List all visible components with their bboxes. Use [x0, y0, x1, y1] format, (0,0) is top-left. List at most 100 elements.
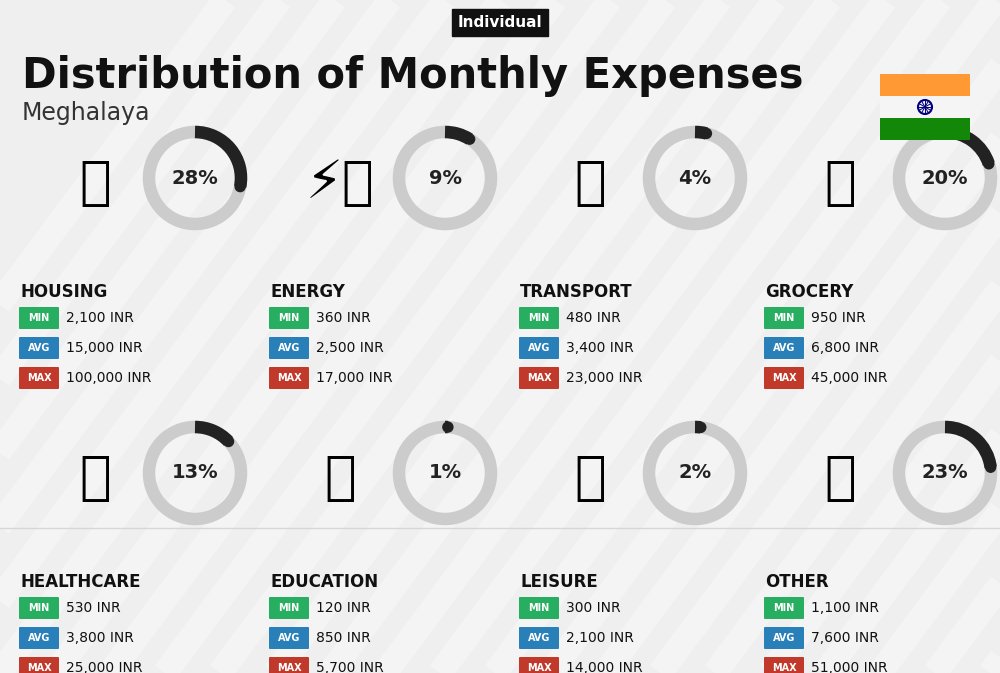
Text: 28%: 28% — [172, 168, 218, 188]
Text: MIN: MIN — [528, 603, 550, 613]
Text: HOUSING: HOUSING — [20, 283, 107, 301]
Text: 3,800 INR: 3,800 INR — [66, 631, 134, 645]
Text: 6,800 INR: 6,800 INR — [811, 341, 879, 355]
Text: MIN: MIN — [528, 313, 550, 323]
Text: 2%: 2% — [678, 464, 712, 483]
FancyBboxPatch shape — [19, 627, 59, 649]
Text: 💰: 💰 — [824, 452, 856, 504]
Text: 17,000 INR: 17,000 INR — [316, 371, 393, 385]
Text: 🛒: 🛒 — [824, 157, 856, 209]
Text: 🚌: 🚌 — [574, 157, 606, 209]
Text: MIN: MIN — [278, 603, 300, 613]
Text: 🛍: 🛍 — [574, 452, 606, 504]
Text: HEALTHCARE: HEALTHCARE — [20, 573, 140, 591]
Text: 1%: 1% — [428, 464, 462, 483]
Text: 4%: 4% — [678, 168, 712, 188]
Text: AVG: AVG — [773, 343, 795, 353]
Text: AVG: AVG — [28, 633, 50, 643]
Text: 14,000 INR: 14,000 INR — [566, 661, 643, 673]
FancyBboxPatch shape — [269, 367, 309, 389]
Circle shape — [986, 462, 996, 472]
Text: AVG: AVG — [528, 343, 550, 353]
FancyBboxPatch shape — [19, 367, 59, 389]
Text: MAX: MAX — [277, 663, 301, 673]
FancyBboxPatch shape — [269, 627, 309, 649]
Text: 300 INR: 300 INR — [566, 601, 621, 615]
Text: 🏥: 🏥 — [79, 452, 111, 504]
Circle shape — [224, 437, 234, 446]
FancyBboxPatch shape — [764, 367, 804, 389]
Text: ENERGY: ENERGY — [270, 283, 345, 301]
Circle shape — [984, 159, 994, 169]
FancyBboxPatch shape — [764, 627, 804, 649]
Text: 530 INR: 530 INR — [66, 601, 121, 615]
Text: 850 INR: 850 INR — [316, 631, 371, 645]
Text: OTHER: OTHER — [765, 573, 829, 591]
FancyBboxPatch shape — [519, 597, 559, 619]
Text: 23,000 INR: 23,000 INR — [566, 371, 642, 385]
Text: 120 INR: 120 INR — [316, 601, 371, 615]
Text: MAX: MAX — [772, 663, 796, 673]
Circle shape — [235, 182, 245, 192]
Text: MAX: MAX — [527, 373, 551, 383]
Text: 2,500 INR: 2,500 INR — [316, 341, 384, 355]
FancyBboxPatch shape — [764, 307, 804, 329]
Text: MAX: MAX — [772, 373, 796, 383]
Text: 3,400 INR: 3,400 INR — [566, 341, 634, 355]
FancyBboxPatch shape — [19, 597, 59, 619]
Text: MAX: MAX — [527, 663, 551, 673]
Circle shape — [696, 423, 706, 432]
FancyBboxPatch shape — [19, 657, 59, 673]
Text: Meghalaya: Meghalaya — [22, 101, 150, 125]
Text: 20%: 20% — [922, 168, 968, 188]
Circle shape — [443, 422, 453, 432]
Circle shape — [701, 129, 711, 139]
FancyBboxPatch shape — [764, 657, 804, 673]
Text: AVG: AVG — [773, 633, 795, 643]
Text: 25,000 INR: 25,000 INR — [66, 661, 143, 673]
Text: MIN: MIN — [773, 603, 795, 613]
Text: MAX: MAX — [27, 373, 51, 383]
FancyBboxPatch shape — [519, 657, 559, 673]
Text: 1,100 INR: 1,100 INR — [811, 601, 879, 615]
FancyBboxPatch shape — [269, 657, 309, 673]
FancyBboxPatch shape — [19, 337, 59, 359]
Text: Distribution of Monthly Expenses: Distribution of Monthly Expenses — [22, 55, 804, 97]
FancyBboxPatch shape — [519, 367, 559, 389]
Text: 2,100 INR: 2,100 INR — [566, 631, 634, 645]
Text: 950 INR: 950 INR — [811, 311, 866, 325]
Text: 🏢: 🏢 — [79, 157, 111, 209]
FancyBboxPatch shape — [519, 307, 559, 329]
Text: ⚡🏠: ⚡🏠 — [306, 157, 374, 209]
Text: 15,000 INR: 15,000 INR — [66, 341, 143, 355]
Text: MIN: MIN — [28, 313, 50, 323]
Text: 7,600 INR: 7,600 INR — [811, 631, 879, 645]
Text: 9%: 9% — [428, 168, 462, 188]
Text: EDUCATION: EDUCATION — [270, 573, 378, 591]
Text: AVG: AVG — [278, 633, 300, 643]
Text: MAX: MAX — [27, 663, 51, 673]
Text: 13%: 13% — [172, 464, 218, 483]
Text: 100,000 INR: 100,000 INR — [66, 371, 151, 385]
Text: AVG: AVG — [528, 633, 550, 643]
Text: TRANSPORT: TRANSPORT — [520, 283, 633, 301]
FancyBboxPatch shape — [269, 337, 309, 359]
Text: 23%: 23% — [922, 464, 968, 483]
FancyBboxPatch shape — [519, 337, 559, 359]
Text: MIN: MIN — [28, 603, 50, 613]
FancyBboxPatch shape — [880, 74, 970, 96]
Text: 45,000 INR: 45,000 INR — [811, 371, 888, 385]
Text: 5,700 INR: 5,700 INR — [316, 661, 384, 673]
Text: MIN: MIN — [773, 313, 795, 323]
Text: MAX: MAX — [277, 373, 301, 383]
Text: Individual: Individual — [458, 15, 542, 30]
FancyBboxPatch shape — [880, 118, 970, 140]
Text: MIN: MIN — [278, 313, 300, 323]
Text: 51,000 INR: 51,000 INR — [811, 661, 888, 673]
FancyBboxPatch shape — [19, 307, 59, 329]
Text: AVG: AVG — [278, 343, 300, 353]
Text: 2,100 INR: 2,100 INR — [66, 311, 134, 325]
Text: 🎓: 🎓 — [324, 452, 356, 504]
FancyBboxPatch shape — [764, 597, 804, 619]
FancyBboxPatch shape — [519, 627, 559, 649]
